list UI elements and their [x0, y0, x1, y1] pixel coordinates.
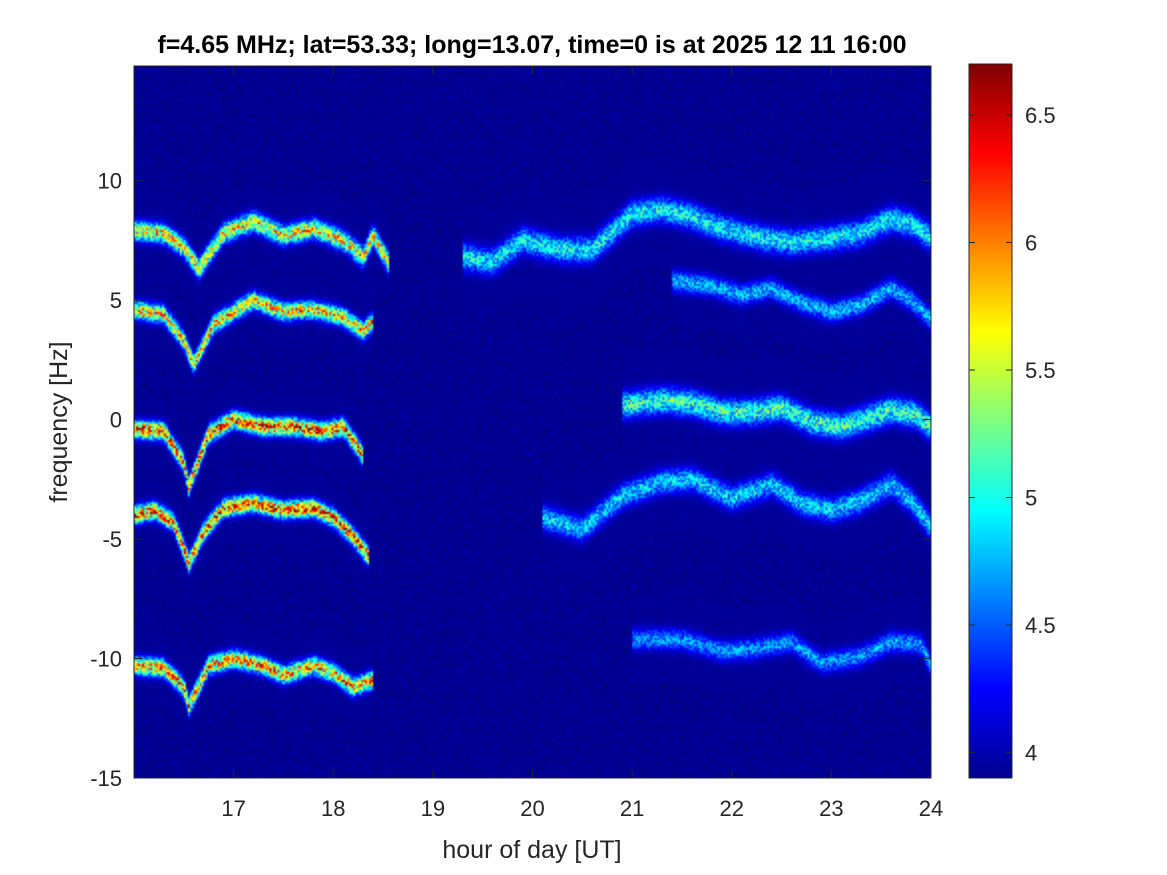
x-tick-label: 18 — [321, 796, 345, 821]
x-tick-label: 17 — [221, 796, 245, 821]
y-tick-label: -15 — [90, 766, 122, 791]
x-tick-label: 23 — [819, 796, 843, 821]
x-tick-label: 19 — [421, 796, 445, 821]
colorbar-tick-label: 6.5 — [1025, 103, 1056, 128]
x-tick-label: 21 — [620, 796, 644, 821]
x-axis-label: hour of day [UT] — [442, 836, 621, 864]
y-axis-label: frequency [Hz] — [45, 341, 73, 502]
colorbar-tick-label: 5.5 — [1025, 358, 1056, 383]
y-tick-label: -5 — [102, 527, 122, 552]
y-axis: -15 -10 -5 0 5 10 — [90, 169, 931, 791]
colorbar-tick-label: 4.5 — [1025, 613, 1056, 638]
colorbar-tick-label: 4 — [1025, 741, 1037, 766]
colorbar-tick-label: 6 — [1025, 231, 1037, 256]
colorbar: 4 4.5 5 5.5 6 6.5 — [968, 63, 1056, 779]
heatmap-image — [134, 66, 931, 778]
plot-area — [133, 65, 932, 779]
x-axis: 17 18 19 20 21 22 23 24 — [221, 66, 943, 821]
y-tick-label: 10 — [98, 169, 122, 194]
y-tick-label: 5 — [110, 288, 122, 313]
y-tick-label: -10 — [90, 647, 122, 672]
x-tick-label: 24 — [919, 796, 943, 821]
chart-title: f=4.65 MHz; lat=53.33; long=13.07, time=… — [157, 31, 906, 59]
x-tick-label: 22 — [720, 796, 744, 821]
colorbar-ticks: 4 4.5 5 5.5 6 6.5 — [969, 103, 1056, 766]
colorbar-tick-label: 5 — [1025, 486, 1037, 511]
y-tick-label: 0 — [110, 408, 122, 433]
colorbar-gradient — [968, 63, 1013, 779]
x-tick-label: 20 — [520, 796, 544, 821]
